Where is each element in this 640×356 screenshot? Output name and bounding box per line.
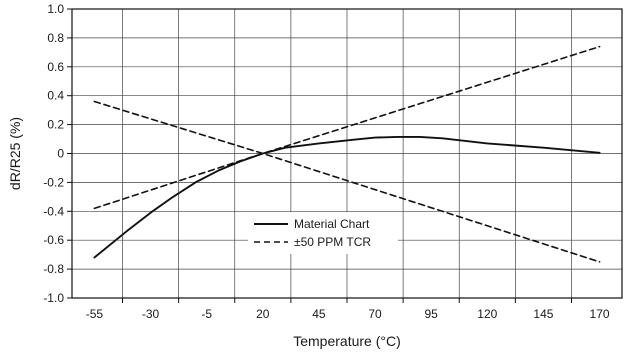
- x-axis-title: Temperature (°C): [293, 333, 401, 349]
- x-tick-label: 70: [368, 307, 382, 321]
- x-tick-label: -30: [142, 307, 160, 321]
- series-line-tcr-1: [93, 45, 601, 210]
- series-line-tcr-2: [93, 100, 601, 263]
- y-tick-label: 0.8: [47, 31, 64, 45]
- y-tick-label: -0.6: [43, 233, 64, 247]
- x-tick-label: 20: [256, 307, 270, 321]
- y-axis-ticks: 1.0 0.8 0.6 0.4 0.2 0 -0.2 -0.4 -0.6 -0.8 -1.0: [43, 2, 72, 305]
- x-tick-label: 95: [425, 307, 439, 321]
- y-tick-label: 1.0: [47, 2, 64, 16]
- y-tick-label: -0.2: [43, 175, 64, 189]
- grid-lines: [72, 9, 622, 298]
- y-tick-label: 0: [57, 147, 64, 161]
- legend-label: Material Chart: [294, 217, 370, 231]
- x-tick-label: 145: [533, 307, 553, 321]
- x-tick-label: 170: [590, 307, 610, 321]
- legend-label: ±50 PPM TCR: [294, 235, 371, 249]
- legend: Material Chart ±50 PPM TCR: [248, 212, 398, 254]
- y-axis-title: dR/R25 (%): [7, 117, 23, 190]
- y-tick-label: 0.2: [47, 118, 64, 132]
- x-tick-label: -5: [201, 307, 212, 321]
- series-lines: [93, 45, 601, 263]
- x-tick-label: 120: [477, 307, 497, 321]
- y-tick-label: 0.6: [47, 60, 64, 74]
- x-tick-label: -55: [86, 307, 104, 321]
- x-axis-ticks: -55 -30 -5 20 45 70 95 120 145 170: [86, 298, 610, 321]
- y-tick-label: -0.4: [43, 204, 64, 218]
- legend-box: [248, 212, 398, 254]
- x-tick-label: 45: [312, 307, 326, 321]
- y-tick-label: -0.8: [43, 262, 64, 276]
- y-tick-label: -1.0: [43, 291, 64, 305]
- series-line-material-chart: [93, 135, 601, 259]
- y-tick-label: 0.4: [47, 89, 64, 103]
